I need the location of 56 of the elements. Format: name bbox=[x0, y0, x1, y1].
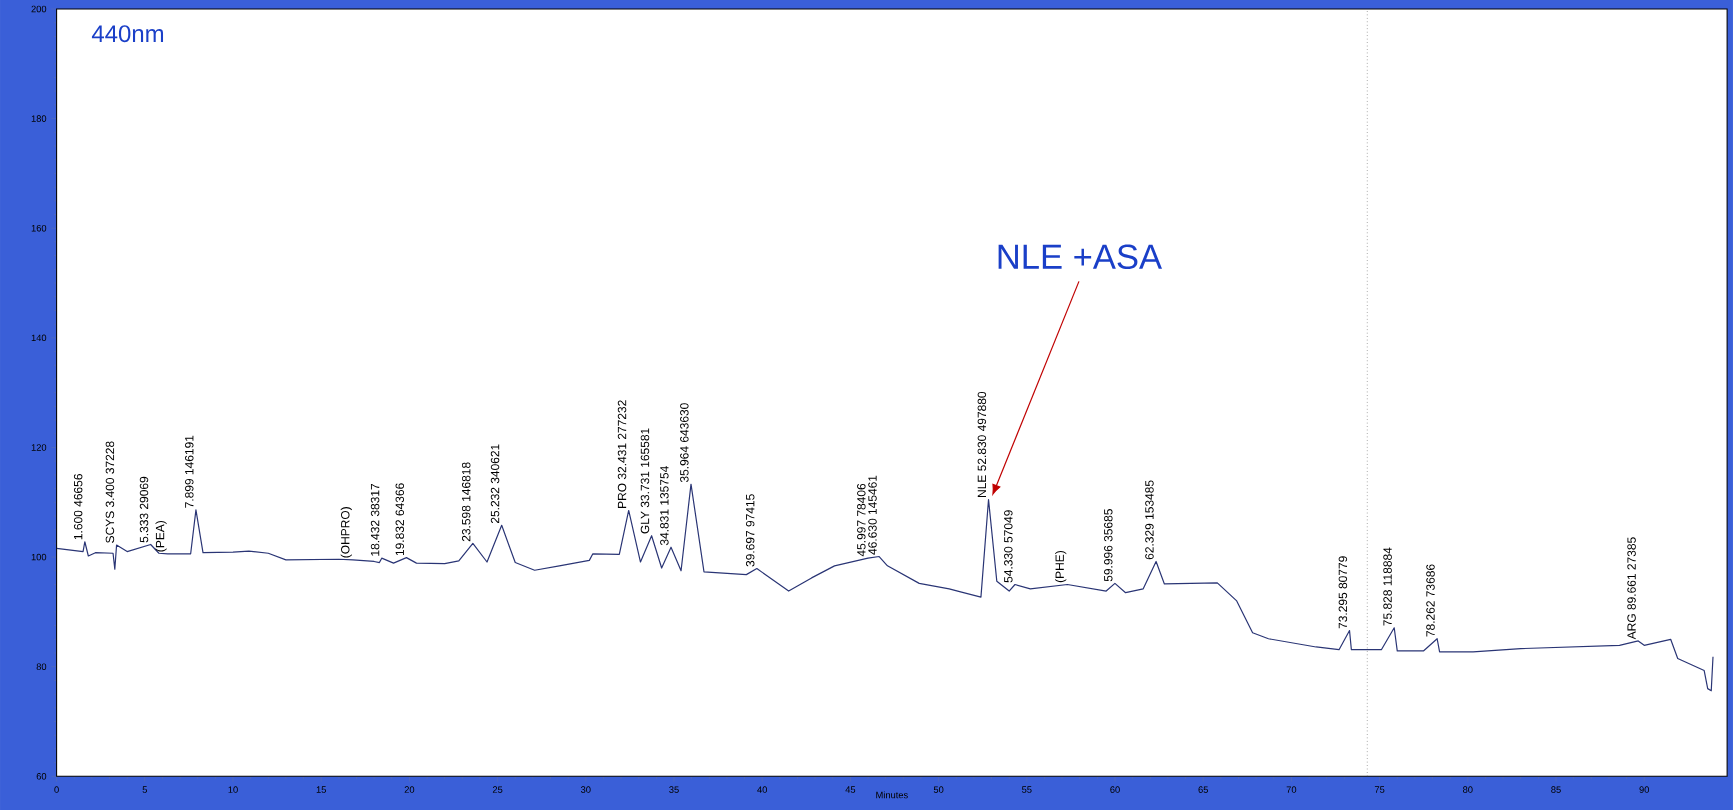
annotation: SCYS 3.400 37228 bbox=[105, 441, 115, 543]
annotation: 1.600 46656 bbox=[73, 473, 83, 540]
y-tick-label: 80 bbox=[36, 663, 47, 670]
x-tick-label: 5 bbox=[142, 786, 147, 793]
x-tick-label: 30 bbox=[580, 786, 591, 793]
x-tick-label: 25 bbox=[492, 786, 503, 793]
x-tick-label: 75 bbox=[1374, 786, 1385, 793]
annotation: (PEA) bbox=[155, 520, 167, 552]
x-tick-label: 65 bbox=[1198, 786, 1208, 793]
annotation: 5.333 29069 bbox=[139, 476, 149, 543]
annotation: 46.630 145461 bbox=[868, 475, 877, 555]
annotation: 25.232 340621 bbox=[490, 444, 500, 523]
y-tick-label: 120 bbox=[31, 444, 47, 451]
x-tick-label: 80 bbox=[1463, 786, 1473, 793]
annotation: 75.828 118884 bbox=[1383, 547, 1392, 626]
annotation: 62.329 153485 bbox=[1145, 480, 1154, 560]
annotation: 34.831 135754 bbox=[660, 465, 669, 546]
x-tick-label: 10 bbox=[228, 786, 238, 793]
y-tick-label: 100 bbox=[31, 553, 47, 561]
annotation: 19.832 64366 bbox=[395, 483, 405, 555]
x-axis-title: Minutes bbox=[876, 791, 908, 799]
y-tick-label: 180 bbox=[31, 115, 47, 122]
text: 440nm bbox=[91, 25, 164, 42]
annotation: 78.262 73686 bbox=[1426, 564, 1435, 637]
x-tick-label: 15 bbox=[316, 786, 326, 793]
x-tick-label: 45 bbox=[845, 786, 856, 793]
annotation: NLE 52.830 497880 bbox=[977, 391, 987, 497]
annotation: NLE +ASA bbox=[998, 244, 1163, 269]
y-tick-label: 60 bbox=[36, 772, 47, 780]
x-tick-label: 40 bbox=[757, 786, 768, 793]
x-tick-label: 20 bbox=[404, 786, 415, 793]
annotation: PRO 32.431 277232 bbox=[617, 400, 627, 508]
annotation: 7.899 146191 bbox=[185, 435, 194, 508]
x-tick-label: 50 bbox=[933, 786, 944, 793]
x-tick-label: 60 bbox=[1110, 786, 1120, 793]
annotation: GLY 33.731 165581 bbox=[640, 428, 650, 534]
annotation: 59.996 35685 bbox=[1104, 508, 1113, 582]
y-tick-label: 200 bbox=[31, 5, 47, 13]
y-tick-label: 140 bbox=[31, 334, 47, 341]
annotation: 39.697 97415 bbox=[745, 494, 755, 567]
x-tick-label: 55 bbox=[1022, 786, 1032, 793]
x-tick-label: 90 bbox=[1639, 786, 1650, 793]
annotation: 35.964 643630 bbox=[680, 403, 689, 482]
annotation: (PHE) bbox=[1055, 550, 1067, 583]
y-tick-label: 160 bbox=[31, 224, 47, 232]
annotation: 18.432 38317 bbox=[370, 483, 380, 556]
annotation: (OHPRO) bbox=[340, 506, 352, 558]
annotation: 45.997 78406 bbox=[857, 483, 866, 557]
annotation: ARG 89.661 27385 bbox=[1627, 537, 1636, 640]
x-tick-label: 0 bbox=[54, 786, 59, 793]
x-tick-label: 85 bbox=[1551, 786, 1561, 793]
annotation: 54.330 57049 bbox=[1004, 510, 1013, 583]
x-tick-label: 70 bbox=[1286, 786, 1297, 793]
x-tick-label: 35 bbox=[669, 786, 679, 793]
annotation: 23.598 146818 bbox=[461, 462, 471, 542]
annotation: 73.295 80779 bbox=[1338, 556, 1348, 629]
